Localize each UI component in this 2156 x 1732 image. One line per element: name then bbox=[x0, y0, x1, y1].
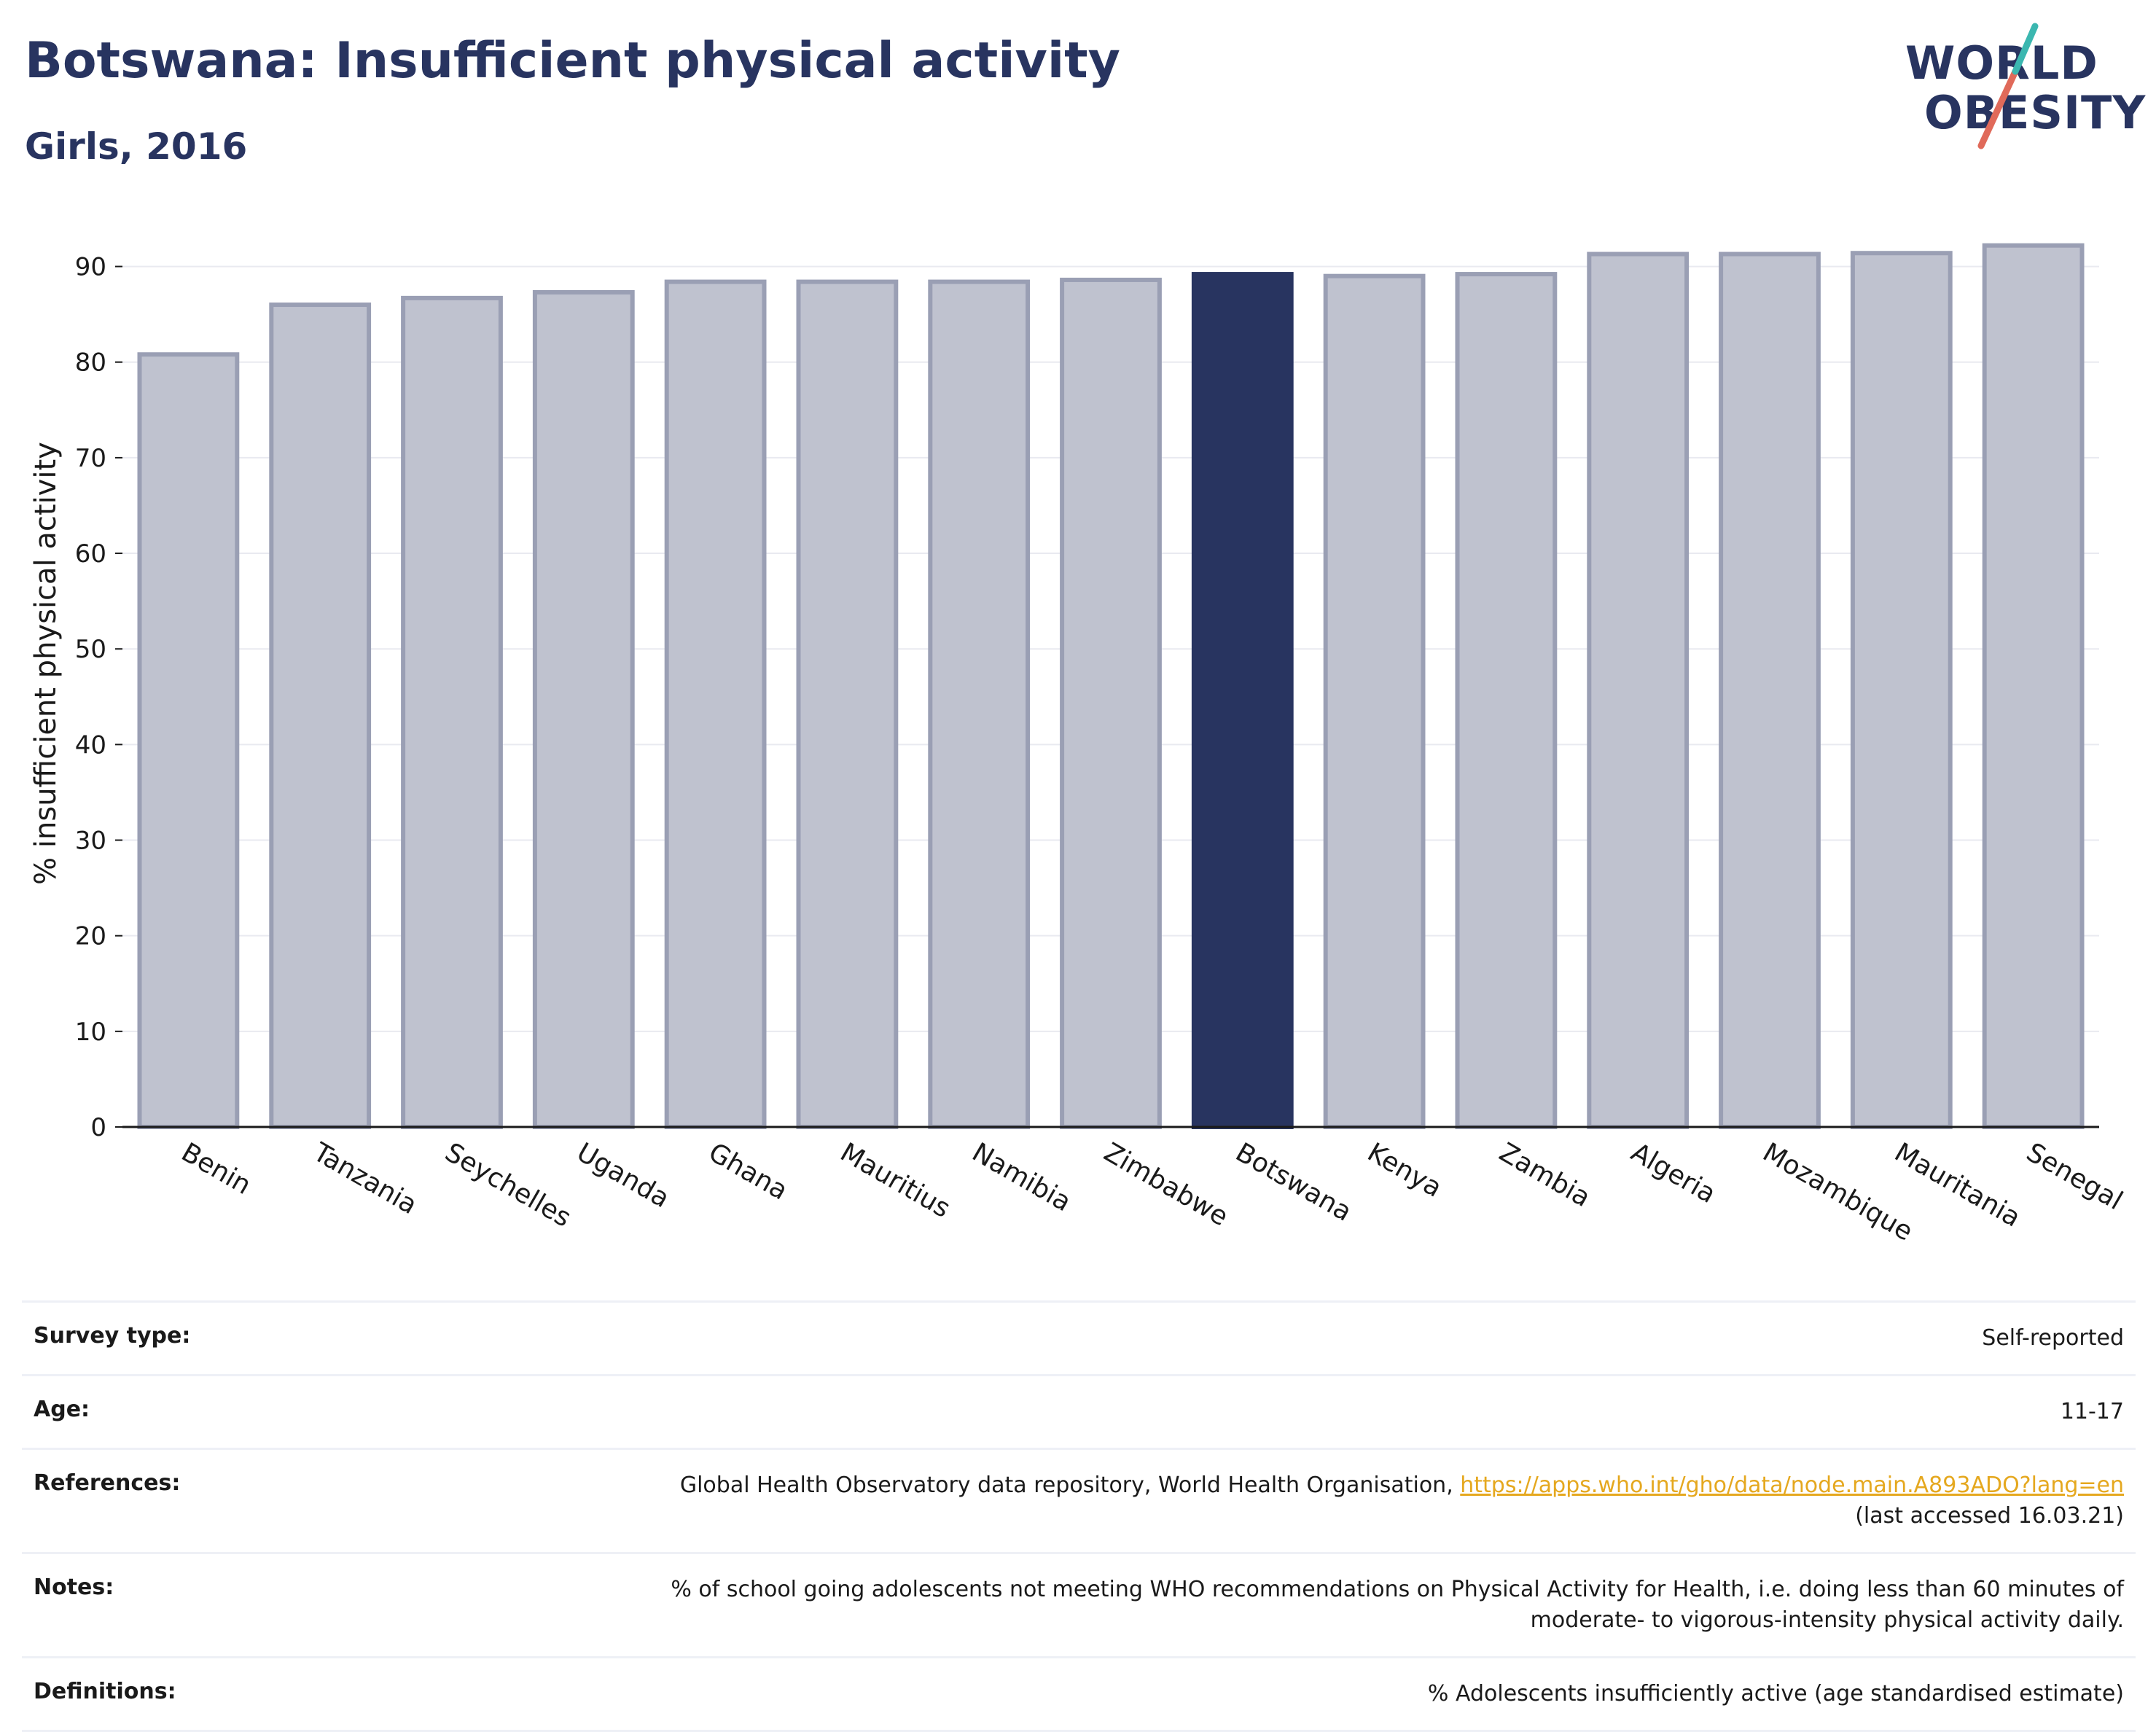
bar-seychelles bbox=[401, 295, 503, 1129]
bar-algeria bbox=[1587, 251, 1690, 1129]
meta-row-notes: Notes: % of school going adolescents not… bbox=[22, 1553, 2136, 1658]
definitions-label: Definitions: bbox=[34, 1679, 176, 1704]
definitions-value: % Adolescents insufficiently active (age… bbox=[1427, 1681, 2124, 1706]
y-tick-label: 10 bbox=[75, 1018, 106, 1047]
y-tick-label: 60 bbox=[75, 539, 106, 569]
survey-type-label: Survey type: bbox=[34, 1323, 191, 1349]
x-tick-label: Senegal bbox=[2021, 1137, 2128, 1216]
logo-line2: OBESITY bbox=[1924, 86, 2147, 139]
meta-row-definitions: Definitions: % Adolescents insufficientl… bbox=[22, 1657, 2136, 1731]
references-text: Global Health Observatory data repositor… bbox=[679, 1472, 1461, 1498]
meta-row-references: References: Global Health Observatory da… bbox=[22, 1448, 2136, 1553]
x-tick-label: Ghana bbox=[703, 1137, 792, 1206]
y-axis-label: % insufficient physical activity bbox=[29, 442, 63, 885]
y-tick-label: 0 bbox=[90, 1113, 106, 1142]
bar-mauritius bbox=[796, 279, 899, 1129]
page-title: Botswana: Insufficient physical activity bbox=[25, 32, 1121, 90]
x-tick-label: Zimbabwe bbox=[1099, 1137, 1233, 1232]
x-tick-label: Mozambique bbox=[1758, 1137, 1918, 1247]
bar-mauritania bbox=[1850, 251, 1953, 1130]
bar-botswana bbox=[1191, 272, 1294, 1130]
meta-row-age: Age: 11-17 bbox=[22, 1375, 2136, 1449]
bar-zimbabwe bbox=[1060, 277, 1162, 1129]
y-tick-label: 80 bbox=[75, 348, 106, 378]
notes-value: % of school going adolescents not meetin… bbox=[264, 1553, 2136, 1658]
x-tick-label: Mauritius bbox=[835, 1137, 956, 1224]
y-tick-label: 40 bbox=[75, 730, 106, 760]
references-link[interactable]: https://apps.who.int/gho/data/node.main.… bbox=[1460, 1472, 2124, 1498]
meta-row-survey: Survey type: Self-reported bbox=[22, 1301, 2136, 1376]
x-tick-label: Namibia bbox=[967, 1137, 1077, 1217]
bar-tanzania bbox=[269, 303, 372, 1129]
logo-slash-icon bbox=[1977, 23, 2039, 149]
bar-namibia bbox=[928, 279, 1031, 1129]
x-tick-label: Seychelles bbox=[440, 1137, 577, 1233]
y-tick-label: 20 bbox=[75, 922, 106, 951]
bar-chart: 0 10 20 30 40 50 60 70 80 90 Benin Tanzania Seychel… bbox=[29, 243, 2128, 1247]
world-obesity-logo: WORLD OBESITY bbox=[1895, 20, 2147, 159]
bar-kenya bbox=[1323, 273, 1426, 1130]
bar-zambia bbox=[1455, 272, 1558, 1130]
bar-mozambique bbox=[1719, 251, 1821, 1129]
bar-benin bbox=[137, 352, 240, 1129]
page-subtitle: Girls, 2016 bbox=[25, 125, 248, 168]
x-tick-label: Tanzania bbox=[308, 1137, 422, 1220]
x-tick-label: Algeria bbox=[1626, 1137, 1721, 1209]
bar-senegal bbox=[1982, 243, 2085, 1129]
bar-uganda bbox=[532, 289, 635, 1129]
metadata-table: Survey type: Self-reported Age: 11-17 Re… bbox=[22, 1300, 2136, 1732]
y-axis-ticks: 0 10 20 30 40 50 60 70 80 90 bbox=[75, 253, 122, 1142]
age-label: Age: bbox=[34, 1397, 90, 1422]
x-tick-label: Botswana bbox=[1230, 1137, 1356, 1227]
x-tick-label: Benin bbox=[176, 1137, 256, 1201]
x-tick-label: Kenya bbox=[1362, 1137, 1447, 1204]
y-tick-label: 70 bbox=[75, 444, 106, 473]
notes-label: Notes: bbox=[34, 1575, 114, 1600]
references-label: References: bbox=[34, 1470, 181, 1496]
notes-line2: moderate- to vigorous-intensity physical… bbox=[1530, 1607, 2124, 1633]
y-tick-label: 30 bbox=[75, 827, 106, 856]
y-tick-label: 50 bbox=[75, 635, 106, 664]
logo-line1: WORLD bbox=[1905, 36, 2098, 90]
bars bbox=[137, 243, 2085, 1130]
bar-ghana bbox=[664, 279, 767, 1129]
age-value: 11-17 bbox=[2060, 1399, 2124, 1424]
x-tick-label: Zambia bbox=[1494, 1137, 1595, 1213]
survey-type-value: Self-reported bbox=[1982, 1325, 2124, 1351]
x-tick-label: Uganda bbox=[571, 1137, 674, 1214]
notes-line1: % of school going adolescents not meetin… bbox=[671, 1577, 2124, 1602]
references-accessed: (last accessed 16.03.21) bbox=[1855, 1503, 2124, 1529]
references-value: Global Health Observatory data repositor… bbox=[264, 1449, 2136, 1553]
y-tick-label: 90 bbox=[75, 253, 106, 282]
